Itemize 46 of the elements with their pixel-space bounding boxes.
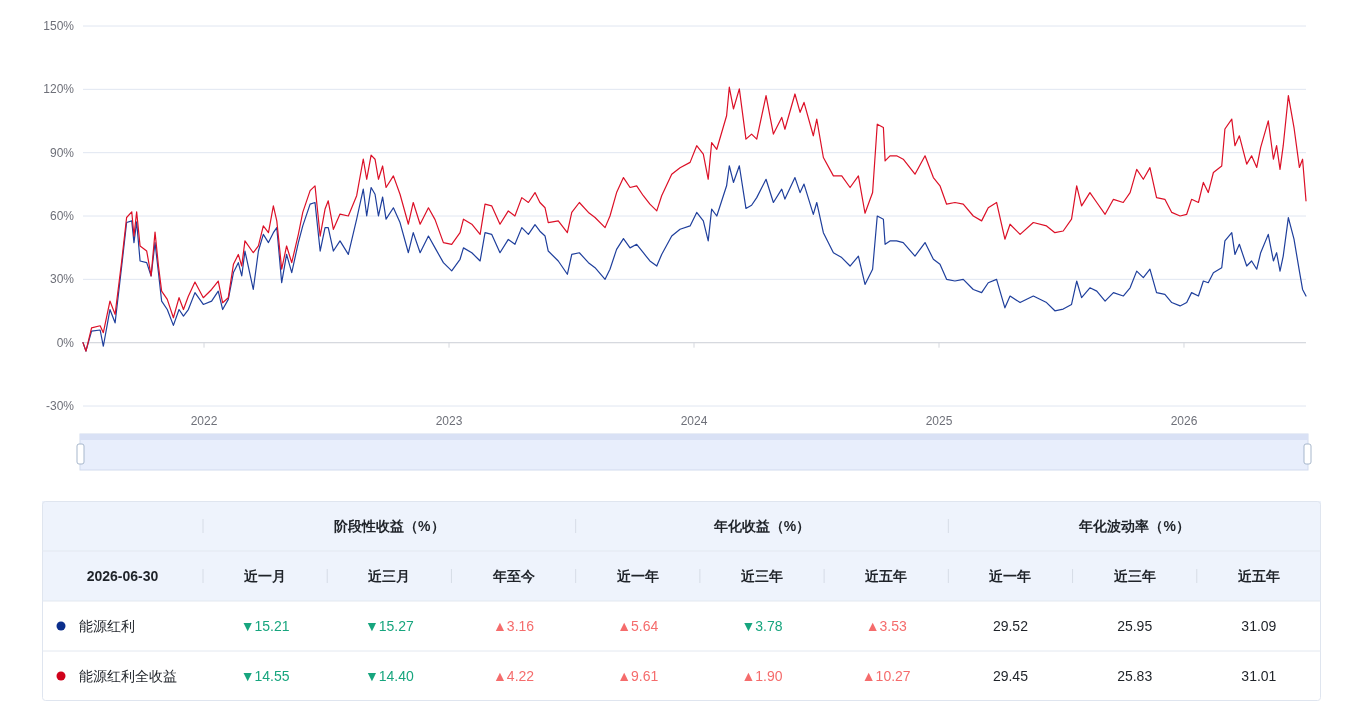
x-tick-label: 2025 [925,414,953,428]
text: 阶段性收益（%） [334,518,445,534]
category-label: 近一年 [615,568,659,584]
data-label: ▲9.61 [617,668,659,684]
data-label: ▼14.40 [364,668,414,684]
y-tick-label: 120% [43,82,75,97]
data-label: ▲4.22 [493,668,535,684]
data-label: 29.52 [992,618,1029,634]
category-label: 近三月 [367,568,411,584]
y-tick-label: -30% [45,399,75,413]
data-label: ▼3.78 [741,618,783,634]
category-label: 近五年 [1236,568,1280,584]
data-label: ▲5.64 [617,618,659,634]
legend-label: 能源红利全收益 [79,668,177,684]
data-label: 29.45 [992,668,1029,684]
category-label: 近一月 [243,568,287,584]
data-label: ▼15.27 [364,618,414,634]
data-label: ▼15.21 [240,618,290,634]
category-label: 近三年 [740,568,783,584]
category-label: 年至今 [491,568,536,584]
text: 年化波动率（%） [1078,518,1190,534]
data-label: 25.83 [1117,668,1153,684]
legend-label: 能源红利 [79,618,135,634]
y-tick-label: 90% [49,145,75,160]
y-tick-label: 150% [43,19,75,33]
category-label: 近三年 [1112,568,1156,584]
category-label: 近一年 [988,568,1032,584]
x-tick-label: 2022 [190,414,218,428]
data-label: ▲3.53 [865,618,907,634]
text: 年化收益（%） [712,518,811,534]
legend-title: 2026-06-30 [86,568,159,584]
category-label: 近五年 [864,568,908,584]
data-label: ▲1.90 [741,668,783,684]
data-label: ▼14.55 [240,668,290,684]
data-label: ▲10.27 [861,668,911,684]
data-label: 31.01 [1241,668,1277,684]
y-tick-label: 0% [56,335,75,350]
data-label: ▲3.16 [493,618,535,634]
x-tick-label: 2024 [680,414,708,428]
data-label: 25.95 [1117,618,1153,634]
x-tick-label: 2026 [1170,414,1198,428]
line-series [82,86,1307,352]
y-tick-label: 30% [49,272,75,287]
y-tick-label: 60% [49,209,75,223]
x-tick-label: 2023 [435,414,463,428]
data-label: 31.09 [1241,618,1277,634]
